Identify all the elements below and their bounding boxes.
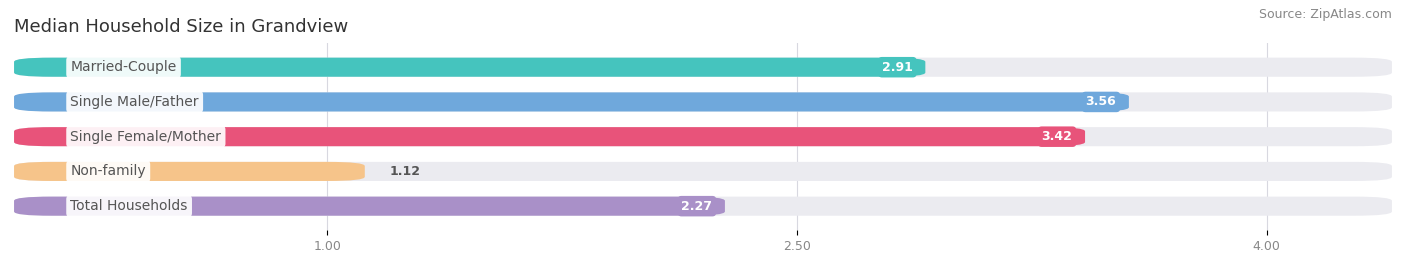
Text: 3.42: 3.42 <box>1042 130 1073 143</box>
FancyBboxPatch shape <box>14 92 1129 111</box>
Text: Source: ZipAtlas.com: Source: ZipAtlas.com <box>1258 8 1392 21</box>
Text: Total Households: Total Households <box>70 199 188 213</box>
Text: Single Male/Father: Single Male/Father <box>70 95 198 109</box>
FancyBboxPatch shape <box>14 197 1392 216</box>
Text: Non-family: Non-family <box>70 165 146 178</box>
FancyBboxPatch shape <box>14 162 364 181</box>
Text: 1.12: 1.12 <box>389 165 420 178</box>
Text: 2.91: 2.91 <box>882 61 912 74</box>
FancyBboxPatch shape <box>14 162 1392 181</box>
FancyBboxPatch shape <box>14 127 1085 146</box>
Text: Married-Couple: Married-Couple <box>70 60 177 74</box>
FancyBboxPatch shape <box>14 127 1392 146</box>
Text: Single Female/Mother: Single Female/Mother <box>70 130 221 144</box>
FancyBboxPatch shape <box>14 92 1392 111</box>
FancyBboxPatch shape <box>14 58 925 77</box>
FancyBboxPatch shape <box>14 58 1392 77</box>
FancyBboxPatch shape <box>14 197 725 216</box>
Text: 3.56: 3.56 <box>1085 95 1116 109</box>
Text: Median Household Size in Grandview: Median Household Size in Grandview <box>14 18 349 36</box>
Text: 2.27: 2.27 <box>682 200 713 213</box>
